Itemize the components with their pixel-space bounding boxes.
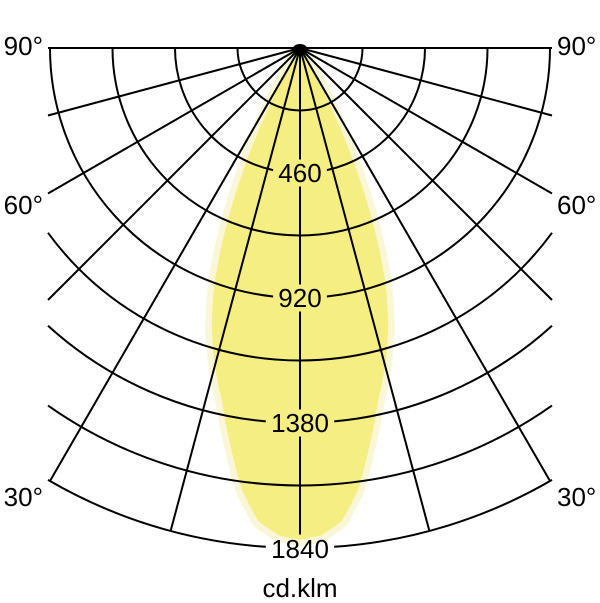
grid-radial-line	[49, 47, 301, 482]
angle-label-left-30: 30°	[3, 482, 43, 512]
unit-label: cd.klm	[262, 573, 338, 603]
origin-lamp-dot	[292, 44, 308, 55]
ring-value-label-920: 920	[278, 283, 322, 313]
grid-radial-line	[299, 47, 431, 532]
angle-label-right-30: 30°	[557, 482, 597, 512]
grid-radial-line	[169, 47, 301, 532]
grid-ring-arc	[47, 324, 553, 423]
ring-value-label-1380: 1380	[271, 408, 329, 438]
beam-area	[211, 48, 389, 540]
angle-label-left-90: 90°	[3, 31, 43, 61]
polar-grid	[47, 47, 553, 548]
grid-radial-line	[47, 47, 301, 195]
grid-radial-line	[299, 47, 553, 117]
grid-radial-line	[299, 47, 551, 482]
grid-ring-arc	[174, 47, 426, 172]
grid-ring-arc	[47, 479, 553, 548]
grid-radial-line	[299, 47, 553, 301]
grid-radial-line	[299, 47, 553, 195]
angle-label-right-60: 60°	[557, 190, 597, 220]
beam-group	[205, 48, 395, 547]
angle-label-left-60: 60°	[3, 190, 43, 220]
grid-radial-line	[47, 47, 301, 301]
angle-label-right-90: 90°	[557, 31, 597, 61]
ring-value-label-1840: 1840	[271, 534, 329, 564]
grid-ring-arc	[49, 47, 551, 298]
grid-radial-line	[47, 47, 301, 117]
ring-value-label-460: 460	[278, 158, 322, 188]
